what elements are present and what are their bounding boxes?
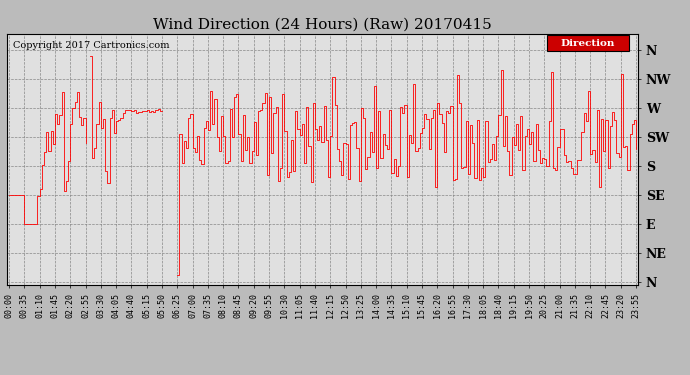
Text: Copyright 2017 Cartronics.com: Copyright 2017 Cartronics.com — [13, 41, 170, 50]
FancyBboxPatch shape — [546, 35, 629, 51]
Text: Direction: Direction — [560, 39, 615, 48]
Title: Wind Direction (24 Hours) (Raw) 20170415: Wind Direction (24 Hours) (Raw) 20170415 — [153, 17, 492, 31]
